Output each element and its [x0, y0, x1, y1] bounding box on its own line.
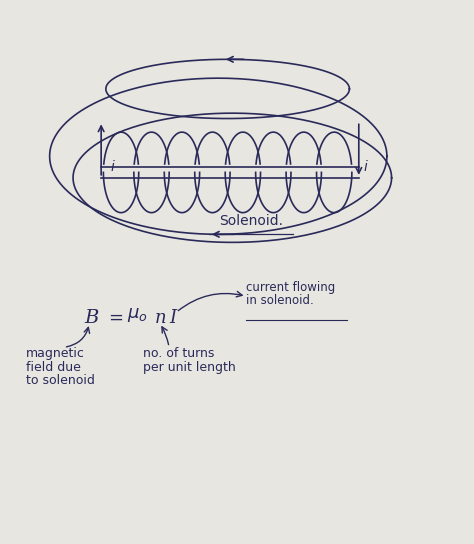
Text: to solenoid: to solenoid [26, 374, 95, 387]
Text: =: = [108, 309, 123, 327]
Text: per unit length: per unit length [143, 361, 236, 374]
Text: i: i [110, 160, 114, 174]
Text: i: i [364, 160, 367, 174]
Text: Solenoid.: Solenoid. [219, 214, 283, 228]
Text: field due: field due [26, 361, 81, 374]
Text: n: n [155, 309, 167, 327]
Text: magnetic: magnetic [26, 348, 85, 360]
Text: I: I [169, 309, 176, 327]
Text: $\mu_o$: $\mu_o$ [127, 306, 148, 324]
Text: current flowing: current flowing [246, 281, 336, 294]
Text: B: B [85, 309, 99, 327]
Text: no. of turns: no. of turns [143, 348, 215, 360]
Text: in solenoid.: in solenoid. [246, 294, 314, 307]
